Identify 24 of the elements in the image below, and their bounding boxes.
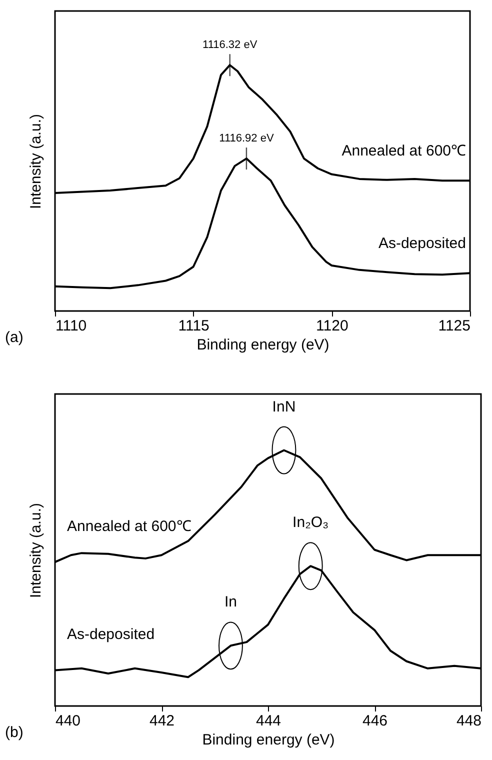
x-tick-label: 448 [456,712,482,730]
annotation: 1116.92 eV [219,132,274,145]
y-axis-title: Intensity (a.u.) [28,114,44,210]
x-axis-title: Binding energy (eV) [196,336,330,354]
x-axis-title: Binding energy (eV) [202,732,335,748]
series-label: As-deposited [67,626,155,644]
text: (b) [5,724,24,741]
x-tick-label: 1110 [56,318,87,334]
x-tick-label: 1125 [438,318,470,334]
series-label: Annealed at 600℃ [342,142,466,160]
annotation: 1116.32 eV [202,39,258,52]
annotation: InN [272,398,296,416]
x-tick-label: 1120 [316,318,348,334]
x-tick-label: 444 [256,712,282,730]
text: (a) [5,329,24,346]
x-tick-label: 1115 [178,318,210,334]
series-label: Annealed at 600℃ [67,518,192,536]
x-tick-label: 440 [56,712,81,730]
annotation: In [224,594,237,611]
y-axis-title: Intensity (a.u.) [28,502,44,598]
x-tick-label: 446 [362,712,388,730]
series-label: As-deposited [378,235,466,252]
annotation: In₂O₃ [292,514,329,532]
x-tick-label: 442 [149,712,175,730]
